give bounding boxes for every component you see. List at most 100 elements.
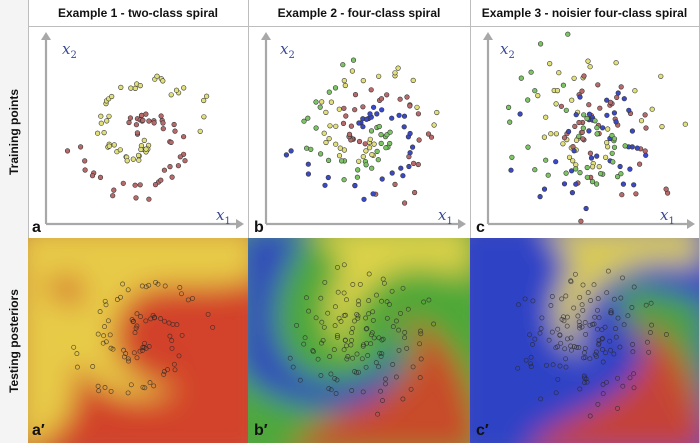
data-point (597, 105, 603, 111)
data-point (340, 62, 346, 68)
data-point (377, 350, 383, 356)
data-point (367, 136, 373, 142)
data-point (379, 337, 385, 343)
data-point (301, 118, 307, 124)
data-point (337, 145, 343, 151)
data-point (125, 287, 131, 293)
data-point (625, 313, 631, 319)
data-point (101, 333, 107, 339)
data-point (576, 319, 582, 325)
data-point (151, 120, 157, 126)
data-point (158, 316, 164, 322)
data-point (169, 338, 175, 343)
data-point (561, 181, 568, 187)
data-point (559, 296, 565, 302)
data-point (642, 148, 648, 154)
data-point (356, 298, 361, 304)
column-title-example-2: Example 2 - four-class spiral (248, 0, 471, 27)
data-point (121, 347, 127, 353)
data-point (415, 111, 421, 117)
data-point (631, 371, 637, 377)
data-point (389, 170, 395, 176)
data-point (627, 166, 633, 172)
data-point (603, 350, 608, 356)
data-point (407, 103, 413, 109)
row-header-training: Training points (0, 26, 29, 239)
data-point (305, 161, 311, 167)
data-point (355, 313, 361, 319)
data-point (411, 160, 417, 166)
data-point (530, 342, 535, 347)
data-point (610, 159, 616, 165)
data-point (579, 129, 585, 135)
data-point (303, 145, 310, 151)
data-point (368, 332, 374, 338)
data-point (596, 337, 602, 343)
data-point (541, 186, 548, 192)
data-point (101, 129, 107, 136)
data-point (638, 118, 645, 124)
data-point (155, 281, 161, 287)
data-point (126, 358, 131, 364)
data-point (508, 167, 514, 173)
posterior-map-b-prime (248, 238, 470, 443)
data-point (102, 298, 108, 304)
data-point (328, 371, 334, 377)
data-point (414, 104, 420, 110)
data-point (602, 324, 608, 330)
data-point (387, 129, 393, 135)
data-point (507, 119, 513, 125)
data-point (406, 163, 412, 170)
data-point (632, 88, 638, 94)
data-point (611, 144, 618, 150)
data-point (137, 82, 143, 89)
data-point (341, 262, 347, 268)
data-point (549, 329, 555, 335)
data-point (598, 171, 604, 177)
data-point (608, 310, 614, 316)
data-point (349, 388, 355, 393)
data-point (587, 64, 593, 70)
data-point (383, 381, 388, 387)
data-point (532, 336, 538, 342)
panel-letter-b-prime: b′ (254, 422, 268, 439)
data-point (366, 271, 372, 277)
posterior-region (295, 320, 470, 443)
data-point (96, 388, 102, 394)
data-point (368, 341, 374, 347)
data-point (522, 296, 528, 302)
data-point (588, 298, 594, 303)
data-point (595, 326, 600, 332)
data-point (172, 128, 178, 134)
data-point (95, 331, 101, 337)
data-point (341, 105, 347, 111)
x-axis-arrow (236, 219, 244, 229)
data-point (172, 367, 178, 373)
data-point (390, 362, 396, 367)
data-point (363, 326, 369, 332)
data-point (663, 186, 669, 192)
data-point (576, 119, 582, 126)
data-point (407, 150, 413, 156)
data-point (319, 319, 325, 325)
data-point (379, 176, 385, 182)
data-point (345, 354, 351, 359)
data-point (630, 342, 636, 347)
data-point (365, 353, 371, 358)
data-point (408, 386, 414, 392)
data-point (568, 343, 574, 349)
panel-letter-c: c (476, 219, 485, 236)
data-point (530, 298, 536, 304)
data-point (563, 170, 569, 176)
data-point (569, 190, 575, 196)
data-point (611, 351, 617, 357)
data-point (554, 87, 561, 94)
data-point (366, 298, 372, 304)
data-point (431, 122, 437, 128)
panel-letter-c-prime: c′ (476, 422, 489, 439)
x-axis-arrow (687, 219, 695, 229)
data-point (548, 131, 554, 137)
data-point (134, 323, 140, 329)
data-point (181, 134, 187, 140)
